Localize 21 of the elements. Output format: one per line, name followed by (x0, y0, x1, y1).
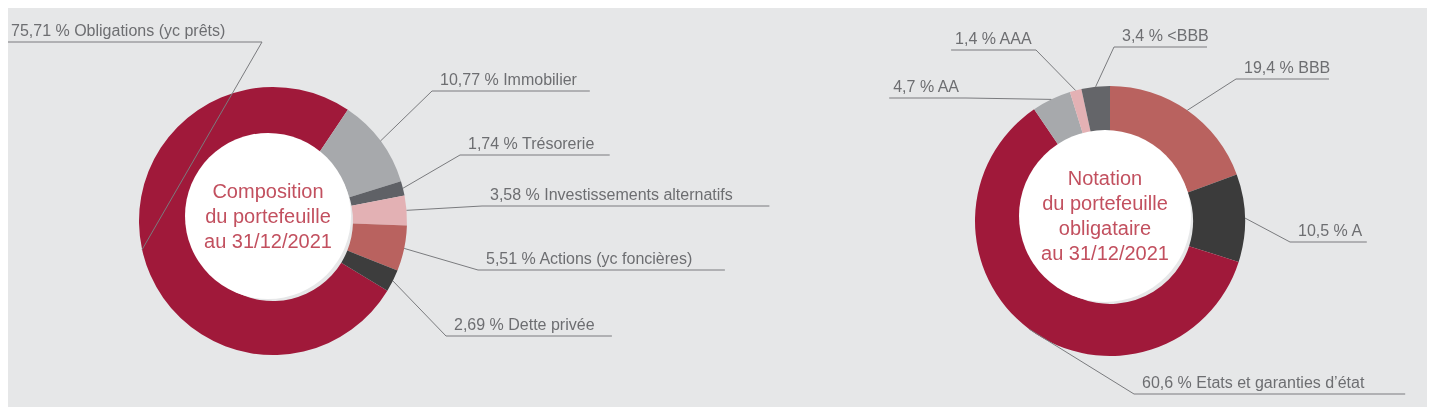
text: Notation du portefeuille obligataire au 31/12/2021 (1040, 166, 1170, 266)
slice-label: 3,4 % <BBB (1122, 27, 1209, 44)
slice-label: 1,74 % Trésorerie (468, 135, 595, 152)
slice-label: 75,71 % Obligations (yc prêts) (11, 22, 226, 39)
slice-label: 4,7 % AA (893, 78, 960, 95)
donut-slice (975, 109, 1239, 356)
slice-label: 10,77 % Immobilier (440, 71, 578, 88)
donut-slice (347, 223, 407, 271)
slice-label: 2,69 % Dette privée (454, 316, 595, 333)
text: Composition du portefeuille au 31/12/2021 (203, 178, 333, 254)
donut-slice (1187, 174, 1245, 262)
slice-label: 19,4 % BBB (1244, 59, 1331, 76)
donut-slice (139, 87, 388, 355)
slice-label: 60,6 % Etats et garanties d’état (1142, 374, 1365, 391)
donut-slice (349, 181, 405, 206)
donut-slice (351, 195, 407, 226)
slice-label: 5,51 % Actions (yc foncières) (486, 250, 693, 267)
slice-label: 10,5 % A (1298, 222, 1363, 239)
slice-label: 1,4 % AAA (955, 30, 1032, 47)
donut-slice (341, 250, 398, 291)
slice-label: 3,58 % Investissements alternatifs (490, 186, 733, 203)
